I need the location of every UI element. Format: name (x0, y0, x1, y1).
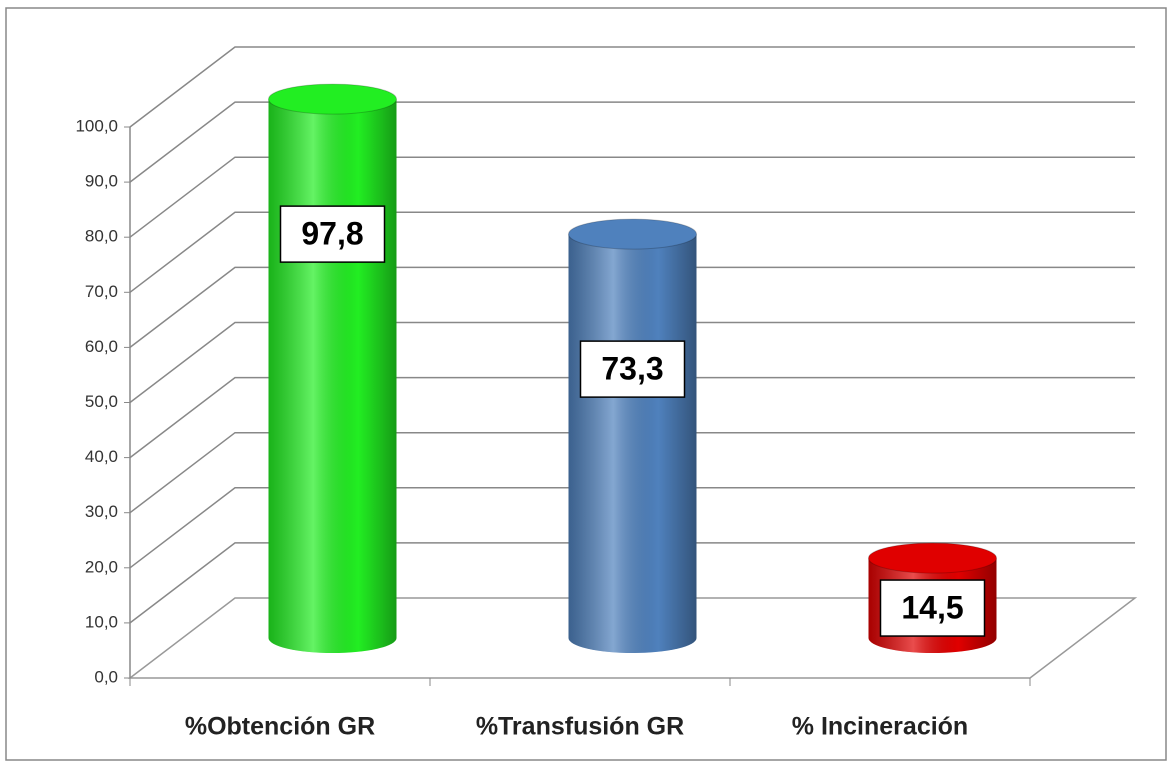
y-tick-label: 10,0 (85, 612, 118, 631)
grid-line (129, 101, 1135, 183)
grid-line (129, 266, 1135, 348)
x-tick-label: %Transfusión GR (476, 713, 684, 741)
y-tick-label: 90,0 (85, 172, 118, 191)
bar-shade (268, 99, 397, 654)
value-label-box (279, 205, 386, 263)
grid-line (129, 542, 1135, 624)
y-tick-label: 70,0 (85, 282, 118, 301)
bar: 14,5 (868, 542, 997, 654)
grid-line (129, 431, 1135, 514)
bar: 97,8 (268, 83, 397, 654)
value-label-box (579, 340, 686, 398)
y-tick-label: 60,0 (85, 337, 118, 356)
value-label: 14,5 (901, 590, 963, 626)
bar-top (268, 83, 397, 115)
grid-line (129, 376, 1135, 459)
y-tick-label: 100,0 (75, 116, 118, 135)
y-tick-label: 80,0 (85, 227, 118, 246)
y-tick-label: 0,0 (94, 667, 118, 686)
grid-line (129, 46, 1135, 128)
y-tick-label: 20,0 (85, 557, 118, 576)
y-tick-label: 30,0 (85, 502, 118, 521)
value-label: 73,3 (601, 351, 663, 387)
bar: 73,3 (568, 218, 697, 654)
grid-line (129, 211, 1135, 293)
grid-line (129, 156, 1135, 238)
grid-line (129, 487, 1135, 569)
x-tick-label: % Incineración (792, 713, 968, 741)
bar-top (868, 542, 997, 574)
x-tick-label: %Obtención GR (185, 713, 375, 741)
bar-top (568, 218, 697, 250)
bar-shade (568, 234, 697, 654)
y-tick-label: 50,0 (85, 392, 118, 411)
value-label: 97,8 (301, 216, 363, 252)
value-label-box (879, 579, 986, 637)
grid-line (129, 321, 1135, 404)
y-tick-label: 40,0 (85, 447, 118, 466)
